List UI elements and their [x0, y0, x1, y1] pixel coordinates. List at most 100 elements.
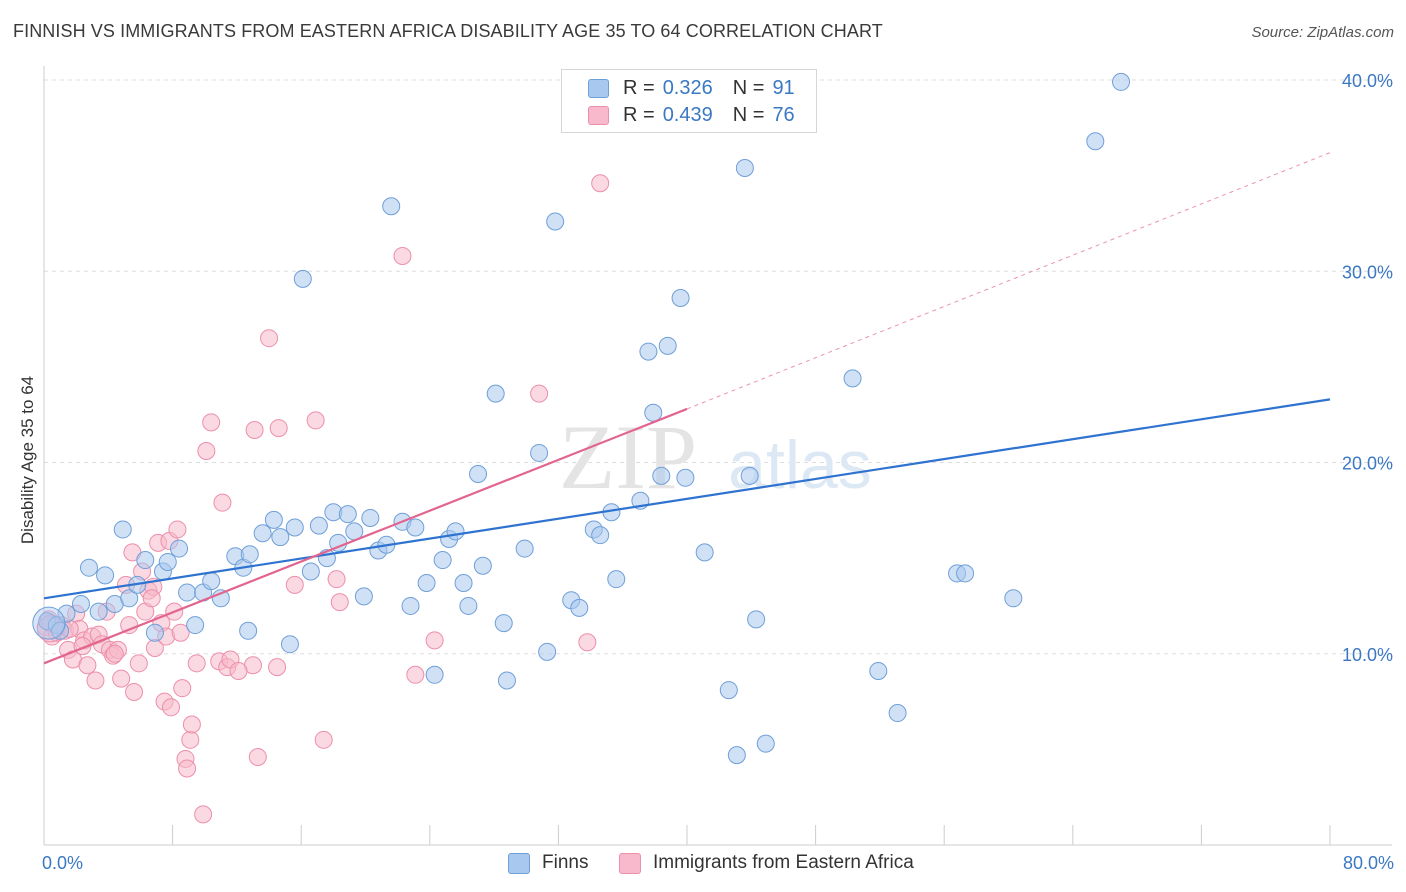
finns-point	[843, 369, 862, 388]
africa-trend-extension	[686, 152, 1331, 410]
finns-point	[1086, 132, 1105, 151]
finns-point	[71, 595, 90, 614]
finns-point	[644, 403, 663, 422]
africa-point	[306, 411, 325, 430]
africa-point	[530, 384, 549, 403]
africa-swatch	[588, 105, 609, 125]
finns-point	[676, 468, 695, 487]
finns-point	[96, 566, 115, 585]
finns-point	[1004, 589, 1023, 608]
africa-point	[194, 805, 213, 824]
finns-point	[459, 596, 478, 615]
finns-point	[538, 642, 557, 661]
africa-point	[229, 661, 248, 680]
africa-point	[268, 658, 287, 677]
finns-point	[756, 734, 775, 753]
finns-point	[425, 665, 444, 684]
africa-point	[125, 683, 144, 701]
tick-labels: 10.0% 20.0% 30.0% 40.0% 0.0% 80.0%	[42, 71, 1394, 873]
finns-point	[89, 602, 108, 621]
finns-point	[285, 518, 304, 537]
finns-point	[570, 598, 589, 617]
finns-point	[719, 681, 738, 700]
finns-point	[494, 614, 513, 633]
africa-point	[248, 748, 267, 767]
finns-point	[956, 564, 975, 583]
finns-point-cluster	[32, 606, 66, 640]
y-tick-label-10: 10.0%	[1342, 645, 1393, 665]
finns-point	[747, 610, 766, 629]
africa-point	[129, 654, 148, 673]
finns-point	[607, 570, 626, 589]
watermark-atlas: atlas	[728, 427, 872, 503]
africa-point	[327, 570, 346, 589]
finns-point	[280, 635, 299, 654]
legend-item-africa: Immigrants from Eastern Africa	[619, 852, 914, 874]
watermark: ZIP atlas	[559, 406, 872, 508]
finns-point	[639, 342, 658, 361]
legend-row-africa: R = 0.439 N = 76	[562, 100, 795, 130]
gridlines	[44, 79, 1392, 655]
africa-point	[425, 631, 444, 650]
finns-point	[530, 443, 549, 462]
africa-trend-line	[43, 407, 688, 665]
africa-point	[178, 759, 197, 778]
africa-point	[105, 644, 124, 663]
africa-point	[142, 589, 161, 608]
finns-point	[309, 516, 328, 535]
finns-swatch	[588, 78, 609, 98]
finns-point	[145, 623, 164, 642]
r-label: R =	[623, 76, 655, 99]
finns-point	[253, 524, 272, 543]
finns-legend-swatch	[508, 852, 530, 874]
africa-point	[269, 419, 288, 438]
finns-point	[652, 466, 671, 485]
finns-point	[120, 589, 139, 608]
finns-point	[271, 528, 290, 547]
finns-point	[591, 526, 610, 545]
series-finns	[32, 72, 1131, 765]
finns-point	[264, 510, 283, 529]
y-tick-label-40: 40.0%	[1342, 71, 1393, 91]
africa-point	[171, 623, 190, 642]
legend-row-finns: R = 0.326 N = 91	[562, 73, 795, 103]
africa-point	[202, 413, 221, 432]
finns-point	[80, 558, 99, 577]
africa-point	[213, 493, 232, 512]
finns-point	[671, 289, 690, 308]
finns-point	[240, 545, 259, 564]
finns-point	[695, 543, 714, 562]
finns-point	[382, 197, 401, 216]
finns-point	[658, 336, 677, 355]
africa-point	[393, 246, 412, 265]
africa-point	[406, 665, 425, 684]
finns-point	[186, 616, 205, 635]
finns-r-value: 0.326	[662, 76, 713, 99]
finns-point	[446, 522, 465, 541]
finns-point	[113, 520, 132, 539]
africa-legend-label: Immigrants from Eastern Africa	[653, 852, 914, 873]
finns-point	[454, 573, 473, 592]
finns-point	[361, 508, 380, 527]
africa-point	[187, 654, 206, 673]
finns-point	[338, 505, 357, 524]
n-label: N =	[732, 76, 765, 99]
finns-point	[158, 552, 177, 571]
africa-point	[120, 616, 139, 635]
finns-n-value: 91	[772, 76, 795, 99]
finns-point	[735, 158, 754, 177]
africa-point	[314, 730, 333, 749]
correlation-legend: R = 0.326 N = 91 R = 0.439 N = 76	[561, 69, 817, 133]
africa-point	[591, 174, 610, 193]
africa-point	[161, 698, 180, 717]
finns-point	[869, 661, 888, 680]
y-tick-label-20: 20.0%	[1342, 454, 1393, 474]
watermark-zip: ZIP	[559, 406, 697, 508]
finns-point	[486, 384, 505, 403]
finns-trend-line	[43, 398, 1331, 600]
axes	[43, 66, 1392, 846]
r-label: R =	[623, 103, 655, 126]
africa-point	[260, 329, 279, 348]
n-label: N =	[732, 103, 765, 126]
x-tick-label-max: 80.0%	[1343, 853, 1394, 873]
